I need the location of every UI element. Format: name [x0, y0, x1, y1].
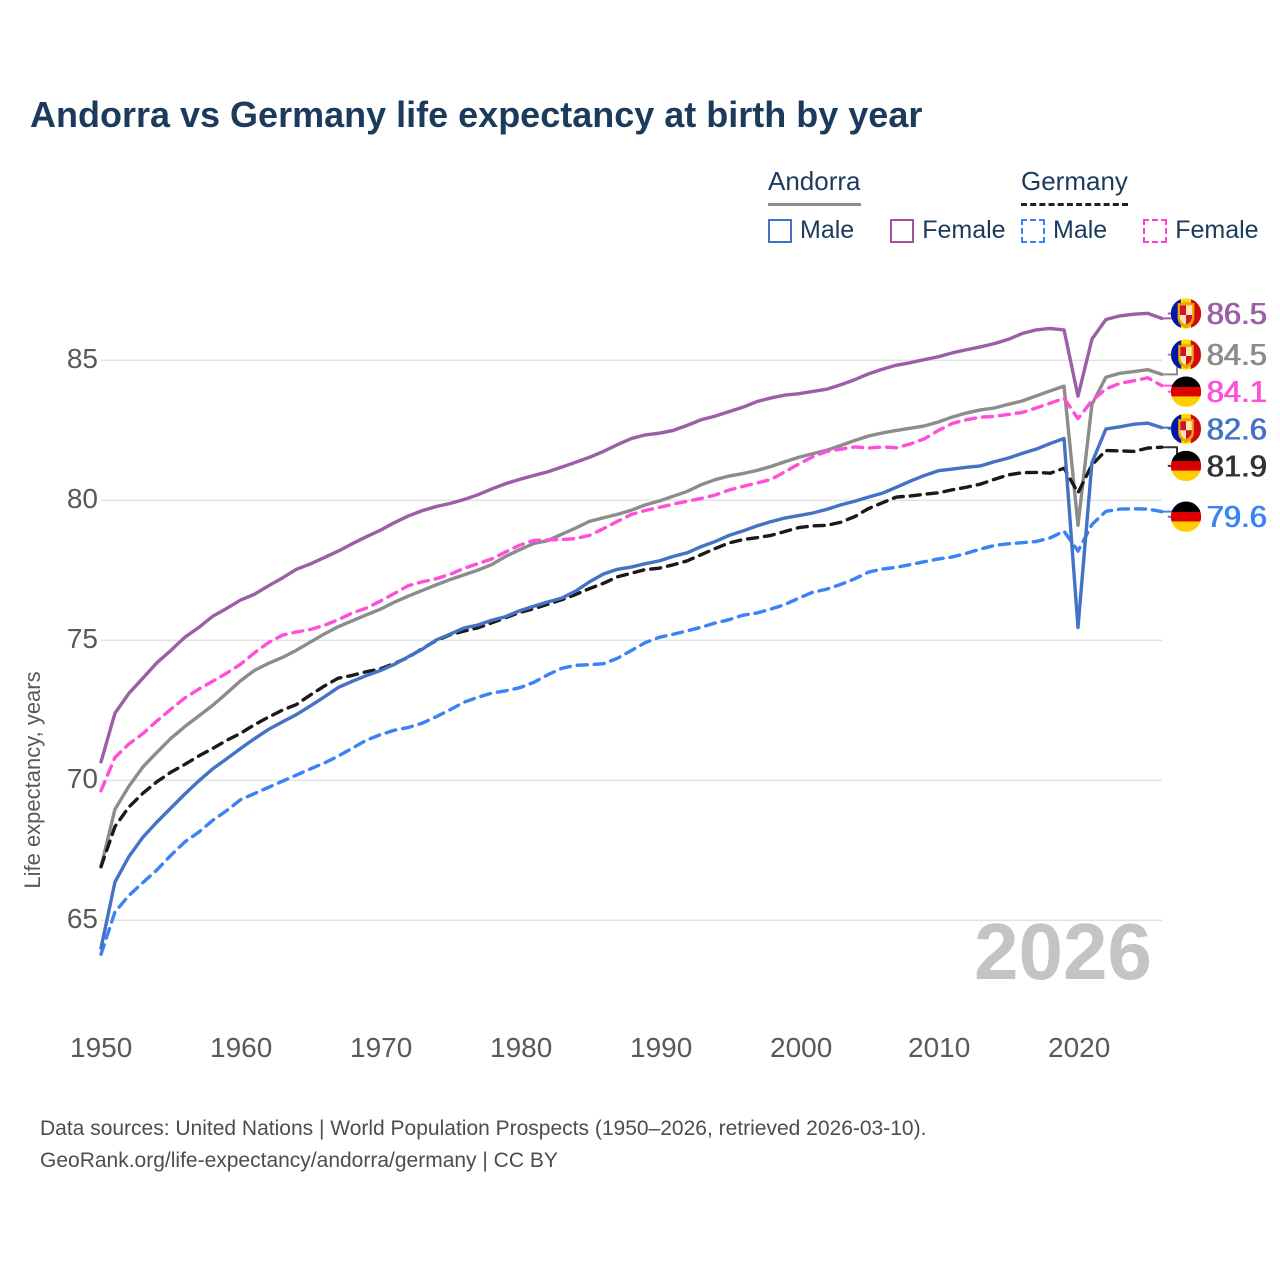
svg-text:84.5: 84.5 — [1206, 337, 1266, 372]
svg-text:86.5: 86.5 — [1206, 296, 1266, 331]
svg-text:82.6: 82.6 — [1206, 411, 1266, 446]
svg-text:79.6: 79.6 — [1206, 499, 1266, 534]
svg-text:84.1: 84.1 — [1206, 374, 1266, 409]
svg-text:81.9: 81.9 — [1206, 448, 1266, 483]
